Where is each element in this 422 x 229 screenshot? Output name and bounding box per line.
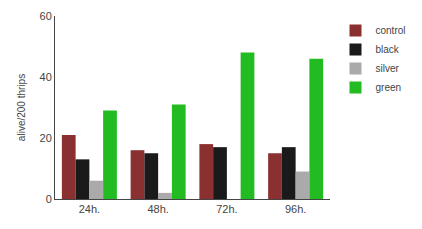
svg-text:24h.: 24h. — [79, 203, 100, 215]
svg-text:48h.: 48h. — [147, 203, 168, 215]
svg-text:alive/200 thrips: alive/200 thrips — [16, 74, 27, 141]
svg-text:40: 40 — [40, 71, 52, 83]
svg-text:control: control — [376, 25, 406, 36]
svg-text:96h.: 96h. — [285, 203, 306, 215]
svg-text:green: green — [376, 82, 402, 93]
svg-text:0: 0 — [46, 193, 52, 205]
svg-text:72h.: 72h. — [216, 203, 237, 215]
svg-text:black: black — [376, 44, 400, 55]
svg-text:60: 60 — [40, 10, 52, 22]
svg-text:20: 20 — [40, 132, 52, 144]
svg-text:silver: silver — [376, 63, 400, 74]
